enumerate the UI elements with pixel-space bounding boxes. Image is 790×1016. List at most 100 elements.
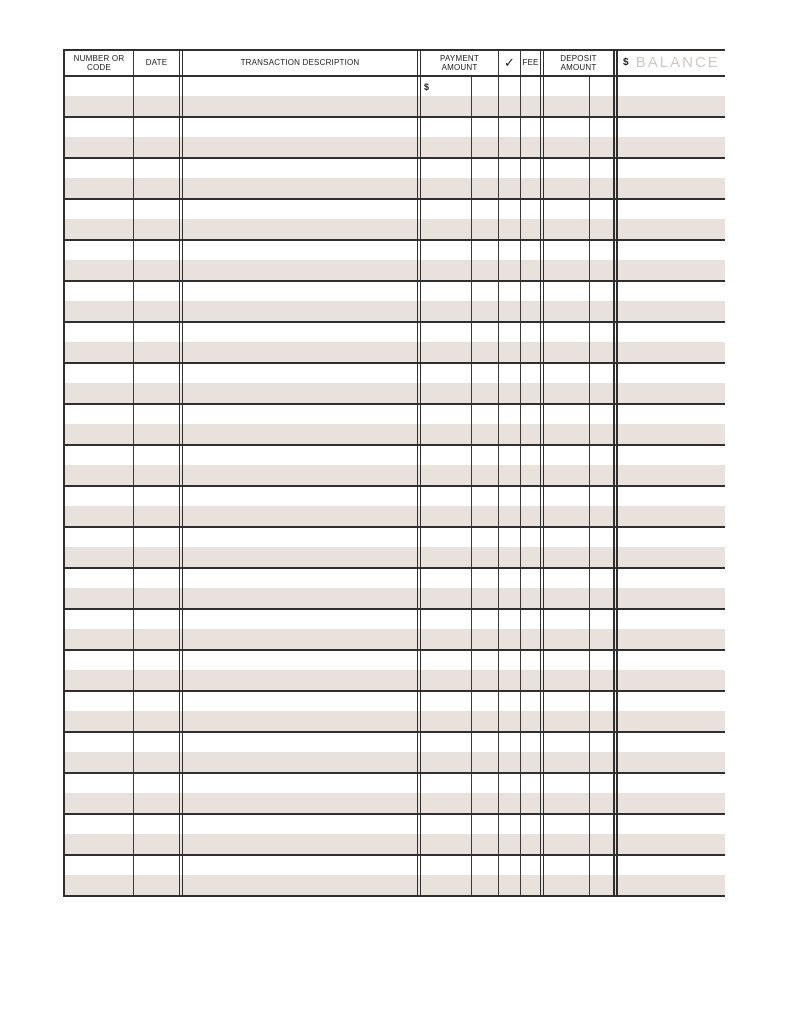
cell-fee — [520, 569, 540, 608]
cell-date — [133, 323, 179, 362]
cell-payment-amount — [421, 405, 471, 444]
cell-transaction-description — [179, 323, 421, 362]
table-row — [65, 608, 725, 649]
cell-balance — [613, 528, 725, 567]
cell-number-or-code — [65, 569, 133, 608]
cell-payment-cents — [471, 856, 498, 895]
cell-date — [133, 159, 179, 198]
payment-currency-sign — [421, 458, 424, 459]
cell-payment-cents — [471, 528, 498, 567]
cell-fee — [520, 446, 540, 485]
cell-balance — [613, 405, 725, 444]
register-header-row: NUMBER OR CODE DATE TRANSACTION DESCRIPT… — [65, 51, 725, 75]
table-row — [65, 526, 725, 567]
cell-check — [498, 774, 520, 813]
cell-transaction-description — [179, 569, 421, 608]
cell-balance — [613, 118, 725, 157]
cell-transaction-description — [179, 241, 421, 280]
cell-balance — [613, 487, 725, 526]
cell-payment-cents — [471, 487, 498, 526]
cell-fee — [520, 200, 540, 239]
checkmark-icon: ✓ — [503, 54, 516, 70]
cell-deposit-cents — [589, 774, 613, 813]
cell-deposit-cents — [589, 323, 613, 362]
cell-check — [498, 815, 520, 854]
table-row — [65, 444, 725, 485]
cell-fee — [520, 651, 540, 690]
table-row — [65, 854, 725, 895]
cell-date — [133, 733, 179, 772]
cell-date — [133, 569, 179, 608]
cell-transaction-description — [179, 610, 421, 649]
cell-number-or-code — [65, 815, 133, 854]
cell-fee — [520, 610, 540, 649]
header-payment-amount: PAYMENT AMOUNT — [421, 51, 498, 75]
cell-date — [133, 774, 179, 813]
cell-payment-amount — [421, 323, 471, 362]
cell-payment-cents — [471, 651, 498, 690]
table-row — [65, 731, 725, 772]
cell-date — [133, 282, 179, 321]
cell-transaction-description — [179, 364, 421, 403]
cell-payment-cents — [471, 774, 498, 813]
cell-balance — [613, 815, 725, 854]
cell-check — [498, 159, 520, 198]
cell-transaction-description — [179, 446, 421, 485]
cell-payment-cents — [471, 733, 498, 772]
cell-balance — [613, 200, 725, 239]
cell-deposit-amount — [540, 282, 589, 321]
payment-currency-sign — [421, 171, 424, 172]
header-balance-label: BALANCE — [635, 54, 720, 72]
cell-number-or-code — [65, 446, 133, 485]
cell-date — [133, 487, 179, 526]
cell-number-or-code — [65, 610, 133, 649]
cell-check — [498, 487, 520, 526]
cell-number-or-code — [65, 364, 133, 403]
register-body: $ — [65, 75, 725, 895]
cell-transaction-description — [179, 733, 421, 772]
cell-deposit-amount — [540, 159, 589, 198]
cell-balance — [613, 159, 725, 198]
header-date: DATE — [133, 51, 179, 75]
cell-deposit-amount — [540, 118, 589, 157]
cell-deposit-cents — [589, 77, 613, 116]
cell-deposit-amount — [540, 569, 589, 608]
cell-payment-cents — [471, 323, 498, 362]
table-row — [65, 198, 725, 239]
cell-deposit-cents — [589, 487, 613, 526]
cell-date — [133, 241, 179, 280]
cell-fee — [520, 405, 540, 444]
cell-payment-cents — [471, 692, 498, 731]
cell-payment-amount — [421, 528, 471, 567]
cell-payment-amount — [421, 364, 471, 403]
cell-payment-cents — [471, 364, 498, 403]
cell-number-or-code — [65, 282, 133, 321]
cell-fee — [520, 364, 540, 403]
cell-deposit-cents — [589, 856, 613, 895]
payment-currency-sign — [421, 786, 424, 787]
cell-check — [498, 856, 520, 895]
cell-transaction-description — [179, 774, 421, 813]
cell-fee — [520, 487, 540, 526]
payment-currency-sign — [421, 212, 424, 213]
cell-fee — [520, 774, 540, 813]
cell-number-or-code — [65, 323, 133, 362]
cell-date — [133, 405, 179, 444]
cell-payment-cents — [471, 446, 498, 485]
cell-payment-amount — [421, 733, 471, 772]
header-deposit-amount: DEPOSIT AMOUNT — [540, 51, 613, 75]
payment-currency-sign — [421, 622, 424, 623]
cell-check — [498, 77, 520, 116]
cell-payment-amount — [421, 200, 471, 239]
payment-currency-sign — [421, 335, 424, 336]
cell-deposit-cents — [589, 528, 613, 567]
cell-deposit-cents — [589, 733, 613, 772]
cell-payment-amount — [421, 815, 471, 854]
cell-check — [498, 610, 520, 649]
cell-transaction-description — [179, 405, 421, 444]
cell-deposit-cents — [589, 610, 613, 649]
cell-check — [498, 733, 520, 772]
cell-fee — [520, 692, 540, 731]
cell-deposit-amount — [540, 528, 589, 567]
payment-currency-sign — [421, 376, 424, 377]
